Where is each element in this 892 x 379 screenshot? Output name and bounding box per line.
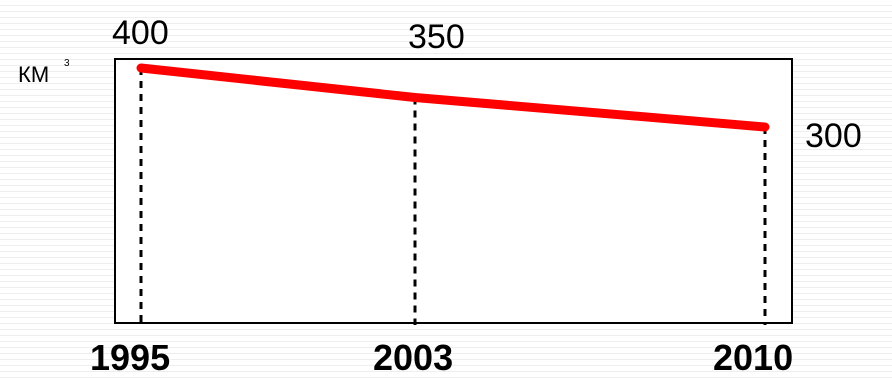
data-point-2003 [410, 93, 420, 102]
x-tick-label-1995: 1995 [90, 337, 170, 378]
x-tick-label-2010: 2010 [713, 337, 793, 378]
y-unit-label: КМ [18, 62, 49, 87]
value-label-1995: 400 [112, 14, 169, 52]
value-label-2003: 350 [408, 18, 465, 56]
data-point-2010 [760, 122, 770, 132]
value-label-2010: 300 [805, 117, 862, 155]
data-point-1995 [136, 63, 146, 73]
y-unit-superscript: 3 [64, 58, 70, 69]
chart-marks: 400 350 300 1995 2003 2010 [90, 14, 862, 378]
x-tick-label-2003: 2003 [373, 337, 453, 378]
